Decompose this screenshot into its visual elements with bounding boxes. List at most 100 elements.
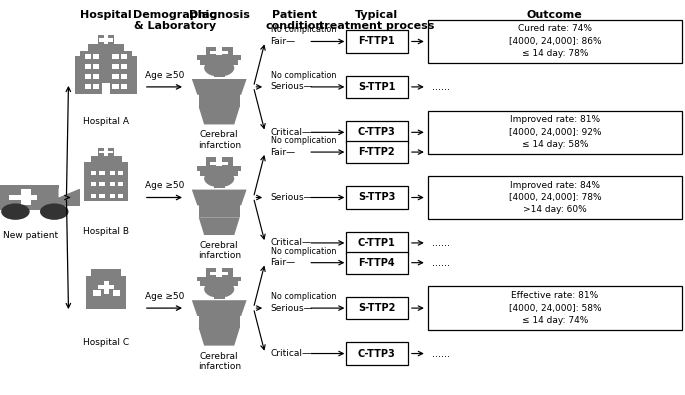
FancyBboxPatch shape bbox=[93, 54, 99, 59]
FancyBboxPatch shape bbox=[216, 47, 222, 55]
FancyBboxPatch shape bbox=[21, 189, 31, 205]
Text: ......: ...... bbox=[432, 348, 449, 359]
FancyBboxPatch shape bbox=[91, 269, 121, 276]
Text: F-TTP2: F-TTP2 bbox=[358, 147, 395, 157]
FancyBboxPatch shape bbox=[84, 84, 90, 89]
Text: No complication: No complication bbox=[271, 136, 336, 145]
FancyBboxPatch shape bbox=[121, 64, 127, 69]
FancyBboxPatch shape bbox=[93, 84, 99, 89]
Text: Hospital B: Hospital B bbox=[83, 227, 129, 236]
FancyBboxPatch shape bbox=[216, 157, 222, 166]
Circle shape bbox=[1, 203, 29, 220]
FancyBboxPatch shape bbox=[428, 176, 682, 219]
FancyBboxPatch shape bbox=[121, 84, 127, 89]
Text: Fair—: Fair— bbox=[271, 37, 296, 46]
FancyBboxPatch shape bbox=[346, 186, 408, 209]
FancyBboxPatch shape bbox=[428, 20, 682, 63]
FancyBboxPatch shape bbox=[81, 51, 132, 94]
FancyBboxPatch shape bbox=[197, 276, 241, 281]
Text: Outcome: Outcome bbox=[527, 10, 583, 20]
Circle shape bbox=[204, 170, 234, 187]
FancyBboxPatch shape bbox=[75, 56, 83, 94]
FancyBboxPatch shape bbox=[346, 121, 408, 143]
FancyBboxPatch shape bbox=[214, 179, 225, 188]
Text: No complication: No complication bbox=[271, 25, 336, 34]
Circle shape bbox=[40, 203, 68, 220]
FancyBboxPatch shape bbox=[200, 57, 238, 65]
FancyBboxPatch shape bbox=[216, 268, 222, 276]
FancyBboxPatch shape bbox=[90, 171, 96, 175]
Text: Critical—: Critical— bbox=[271, 128, 312, 137]
Text: C-TTP1: C-TTP1 bbox=[358, 238, 396, 248]
Circle shape bbox=[204, 59, 234, 77]
FancyBboxPatch shape bbox=[93, 64, 99, 69]
Text: ......: ...... bbox=[432, 82, 449, 92]
FancyBboxPatch shape bbox=[199, 94, 240, 107]
Text: Improved rate: 81%
[4000, 24,000]: 92%
≤ 14 day: 58%: Improved rate: 81% [4000, 24,000]: 92% ≤… bbox=[508, 115, 601, 149]
Text: C-TTP3: C-TTP3 bbox=[358, 127, 396, 137]
Polygon shape bbox=[199, 328, 240, 346]
Circle shape bbox=[204, 280, 234, 298]
FancyBboxPatch shape bbox=[99, 151, 113, 153]
Text: Fair—: Fair— bbox=[271, 148, 296, 156]
FancyBboxPatch shape bbox=[118, 194, 123, 198]
FancyBboxPatch shape bbox=[112, 84, 119, 89]
Text: Critical—: Critical— bbox=[271, 239, 312, 247]
FancyBboxPatch shape bbox=[104, 35, 108, 44]
FancyBboxPatch shape bbox=[99, 182, 105, 186]
Text: Patient
condition: Patient condition bbox=[265, 10, 324, 32]
Text: Demographic
& Laboratory: Demographic & Laboratory bbox=[134, 10, 216, 32]
FancyBboxPatch shape bbox=[118, 171, 123, 175]
Text: S-TTP3: S-TTP3 bbox=[358, 192, 395, 203]
FancyBboxPatch shape bbox=[118, 182, 123, 186]
FancyBboxPatch shape bbox=[206, 47, 233, 55]
Polygon shape bbox=[192, 190, 247, 205]
FancyBboxPatch shape bbox=[99, 171, 105, 175]
FancyBboxPatch shape bbox=[199, 315, 240, 328]
FancyBboxPatch shape bbox=[99, 35, 114, 44]
FancyBboxPatch shape bbox=[90, 194, 96, 198]
FancyBboxPatch shape bbox=[428, 286, 682, 330]
Text: ......: ...... bbox=[432, 258, 449, 268]
Polygon shape bbox=[192, 79, 247, 95]
Text: Age ≥50: Age ≥50 bbox=[145, 71, 184, 80]
FancyBboxPatch shape bbox=[99, 38, 113, 41]
FancyBboxPatch shape bbox=[58, 188, 80, 207]
FancyBboxPatch shape bbox=[428, 111, 682, 154]
FancyBboxPatch shape bbox=[98, 285, 114, 289]
Text: Diagnosis: Diagnosis bbox=[189, 10, 249, 20]
FancyBboxPatch shape bbox=[110, 171, 115, 175]
FancyBboxPatch shape bbox=[112, 54, 119, 59]
FancyBboxPatch shape bbox=[110, 194, 115, 198]
FancyBboxPatch shape bbox=[84, 74, 90, 79]
Text: Serious—: Serious— bbox=[271, 193, 313, 202]
FancyBboxPatch shape bbox=[110, 182, 115, 186]
Text: S-TTP2: S-TTP2 bbox=[358, 303, 395, 313]
FancyBboxPatch shape bbox=[129, 56, 137, 94]
FancyBboxPatch shape bbox=[93, 74, 99, 79]
FancyBboxPatch shape bbox=[113, 290, 121, 295]
FancyBboxPatch shape bbox=[206, 157, 233, 166]
FancyBboxPatch shape bbox=[84, 54, 90, 59]
FancyBboxPatch shape bbox=[86, 276, 126, 309]
FancyBboxPatch shape bbox=[121, 54, 127, 59]
Text: C-TTP3: C-TTP3 bbox=[358, 348, 396, 359]
FancyBboxPatch shape bbox=[93, 290, 101, 295]
Text: Serious—: Serious— bbox=[271, 304, 313, 312]
Text: Cured rate: 74%
[4000, 24,000]: 86%
≤ 14 day: 78%: Cured rate: 74% [4000, 24,000]: 86% ≤ 14… bbox=[508, 24, 601, 58]
Text: Hospital C: Hospital C bbox=[83, 338, 129, 347]
Polygon shape bbox=[199, 217, 240, 235]
Text: Age ≥50: Age ≥50 bbox=[145, 181, 184, 190]
FancyBboxPatch shape bbox=[346, 76, 408, 98]
Text: S-TTP1: S-TTP1 bbox=[358, 82, 395, 92]
Text: ......: ...... bbox=[432, 147, 449, 157]
FancyBboxPatch shape bbox=[90, 182, 96, 186]
FancyBboxPatch shape bbox=[9, 195, 37, 199]
FancyBboxPatch shape bbox=[346, 342, 408, 365]
FancyBboxPatch shape bbox=[0, 185, 58, 210]
Text: F-TTP4: F-TTP4 bbox=[358, 258, 395, 268]
FancyBboxPatch shape bbox=[346, 141, 408, 163]
Text: Critical—: Critical— bbox=[271, 349, 312, 358]
Text: New patient: New patient bbox=[3, 231, 58, 240]
FancyBboxPatch shape bbox=[214, 69, 225, 77]
